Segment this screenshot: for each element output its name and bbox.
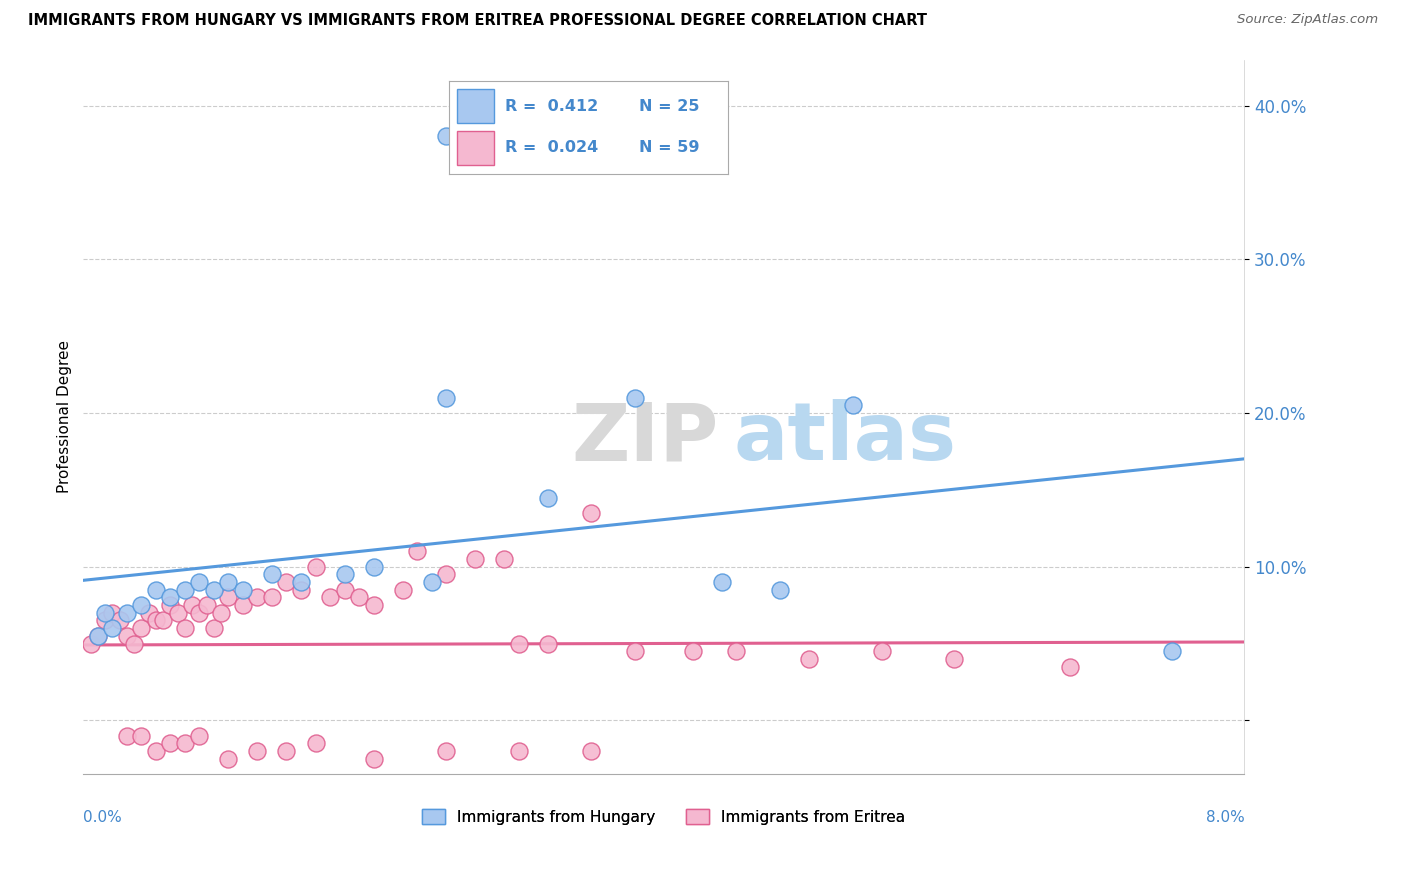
Point	[624, 644, 647, 658]
Point	[1059, 659, 1081, 673]
Point	[537, 491, 560, 505]
Text: IMMIGRANTS FROM HUNGARY VS IMMIGRANTS FROM ERITREA PROFESSIONAL DEGREE CORRELATI: IMMIGRANTS FROM HUNGARY VS IMMIGRANTS FR…	[28, 13, 927, 29]
Point	[115, 606, 138, 620]
Point	[246, 591, 269, 605]
Point	[87, 629, 110, 643]
Point	[217, 575, 239, 590]
Point	[174, 582, 197, 597]
Point	[363, 559, 385, 574]
Point	[434, 744, 457, 758]
Point	[217, 591, 239, 605]
Point	[494, 552, 516, 566]
Point	[434, 129, 457, 144]
Point	[87, 629, 110, 643]
Legend: Immigrants from Hungary, Immigrants from Eritrea: Immigrants from Hungary, Immigrants from…	[416, 803, 911, 830]
Point	[138, 606, 160, 620]
Point	[333, 582, 356, 597]
Point	[508, 636, 530, 650]
Point	[174, 621, 197, 635]
Point	[202, 621, 225, 635]
Point	[188, 606, 211, 620]
Point	[537, 636, 560, 650]
Point	[464, 552, 486, 566]
Point	[841, 398, 863, 412]
Point	[333, 567, 356, 582]
Point	[122, 636, 145, 650]
Point	[1160, 644, 1182, 658]
Point	[181, 598, 204, 612]
Point	[79, 636, 101, 650]
Point	[682, 644, 704, 658]
Point	[406, 544, 429, 558]
Point	[131, 598, 153, 612]
Point	[304, 559, 326, 574]
Point	[159, 598, 181, 612]
Point	[145, 582, 167, 597]
Point	[209, 606, 232, 620]
Point	[131, 621, 153, 635]
Text: Source: ZipAtlas.com: Source: ZipAtlas.com	[1237, 13, 1378, 27]
Point	[232, 598, 254, 612]
Point	[276, 575, 298, 590]
Point	[347, 591, 370, 605]
Point	[797, 652, 820, 666]
Point	[260, 591, 283, 605]
Point	[131, 729, 153, 743]
Point	[145, 614, 167, 628]
Point	[174, 736, 197, 750]
Y-axis label: Professional Degree: Professional Degree	[58, 341, 72, 493]
Point	[581, 506, 603, 520]
Point	[290, 582, 312, 597]
Point	[391, 582, 413, 597]
Text: ZIP: ZIP	[571, 400, 718, 477]
Point	[152, 614, 174, 628]
Point	[202, 582, 225, 597]
Point	[115, 729, 138, 743]
Point	[363, 598, 385, 612]
Point	[108, 614, 131, 628]
Point	[166, 606, 188, 620]
Point	[434, 567, 457, 582]
Point	[260, 567, 283, 582]
Point	[94, 606, 117, 620]
Point	[434, 391, 457, 405]
Point	[94, 614, 117, 628]
Point	[188, 575, 211, 590]
Point	[246, 744, 269, 758]
Point	[290, 575, 312, 590]
Point	[188, 729, 211, 743]
Point	[363, 752, 385, 766]
Text: 8.0%: 8.0%	[1206, 810, 1244, 825]
Point	[943, 652, 966, 666]
Point	[159, 736, 181, 750]
Point	[304, 736, 326, 750]
Point	[725, 644, 748, 658]
Point	[101, 621, 124, 635]
Point	[420, 575, 443, 590]
Point	[710, 575, 733, 590]
Point	[319, 591, 342, 605]
Point	[508, 744, 530, 758]
Text: 0.0%: 0.0%	[83, 810, 122, 825]
Point	[624, 391, 647, 405]
Text: atlas: atlas	[734, 400, 956, 477]
Point	[769, 582, 792, 597]
Point	[581, 744, 603, 758]
Point	[195, 598, 218, 612]
Point	[145, 744, 167, 758]
Point	[232, 582, 254, 597]
Point	[217, 752, 239, 766]
Point	[276, 744, 298, 758]
Point	[115, 629, 138, 643]
Point	[159, 591, 181, 605]
Point	[101, 606, 124, 620]
Point	[870, 644, 893, 658]
